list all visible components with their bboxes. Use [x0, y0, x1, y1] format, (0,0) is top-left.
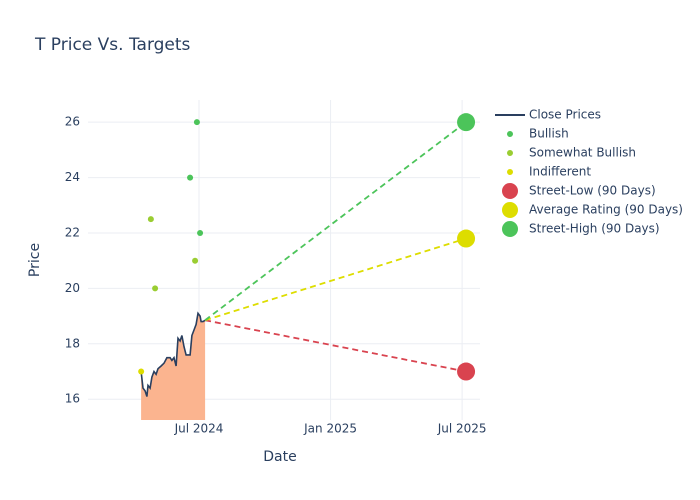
legend-label: Street-High (90 Days) [529, 222, 660, 236]
price-area [141, 313, 206, 420]
rating-marker [197, 229, 204, 236]
rating-marker [138, 368, 145, 375]
y-tick-label: 26 [65, 115, 80, 129]
target-marker [457, 113, 476, 132]
target-connector [204, 121, 467, 321]
y-tick-label: 16 [65, 392, 80, 406]
legend-label: Indifferent [529, 165, 591, 179]
legend-symbol [502, 221, 518, 237]
legend-label: Average Rating (90 Days) [529, 203, 683, 217]
chart-title: T Price Vs. Targets [34, 35, 191, 55]
target-marker [457, 362, 476, 381]
legend-symbol [502, 183, 518, 199]
y-tick-label: 18 [65, 336, 80, 350]
target-connector [204, 237, 467, 322]
rating-marker [187, 174, 194, 181]
rating-marker [192, 257, 199, 264]
legend-label: Somewhat Bullish [529, 146, 636, 160]
rating-marker [147, 216, 154, 223]
legend-symbol [507, 169, 513, 175]
legend-symbol [502, 202, 518, 218]
rating-marker [152, 285, 159, 292]
x-axis-title: Date [263, 449, 296, 465]
y-tick-label: 24 [65, 170, 80, 184]
legend-label: Street-Low (90 Days) [529, 184, 656, 198]
legend-symbol [507, 150, 513, 156]
y-axis-title: Price [27, 243, 43, 277]
legend-label: Bullish [529, 127, 569, 141]
x-tick-label: Jul 2025 [437, 422, 487, 436]
target-connector [204, 319, 467, 373]
price-line [140, 311, 206, 397]
rating-marker [193, 119, 200, 126]
y-tick-label: 22 [65, 225, 80, 239]
x-tick-label: Jul 2024 [174, 422, 224, 436]
legend-symbol [507, 131, 513, 137]
legend-label: Close Prices [529, 108, 601, 122]
target-marker [457, 229, 476, 248]
x-tick-label: Jan 2025 [303, 422, 357, 436]
y-tick-label: 20 [65, 281, 80, 295]
